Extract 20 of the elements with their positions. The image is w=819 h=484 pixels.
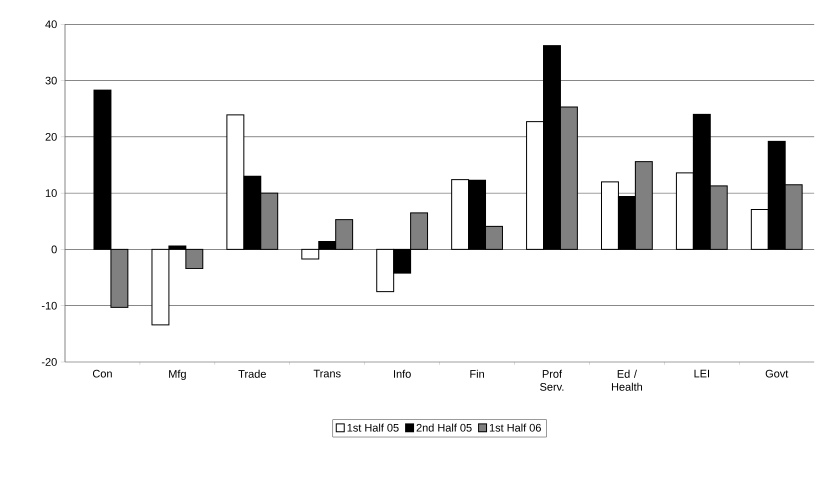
x-tick-label: Trans [314,370,341,378]
y-tick-label: 0 [52,246,57,254]
legend-label: 1st Half 06 [490,424,541,432]
y-tick-label: 40 [45,20,57,28]
x-tick-label: Govt [766,370,788,378]
y-tick-label: 10 [46,189,57,198]
x-tick-label: LEI [694,370,710,378]
y-tick-label: -10 [42,302,57,310]
legend-label: 1st Half 05 [348,424,399,432]
x-tick-label: Con [92,370,112,378]
x-tick-label: Ed / Health [612,370,642,391]
y-tick-label: 30 [45,76,57,84]
x-tick-label: Fin [470,370,484,378]
x-tick-label: Mfg [169,370,186,380]
y-tick-label: -20 [42,358,57,366]
x-tick-label: Prof Serv. [540,370,564,391]
legend-label: 2nd Half 05 [416,424,472,432]
x-tick-label: Info [394,370,411,378]
y-tick-label: 20 [46,132,57,141]
x-tick-label: Trade [238,370,266,378]
